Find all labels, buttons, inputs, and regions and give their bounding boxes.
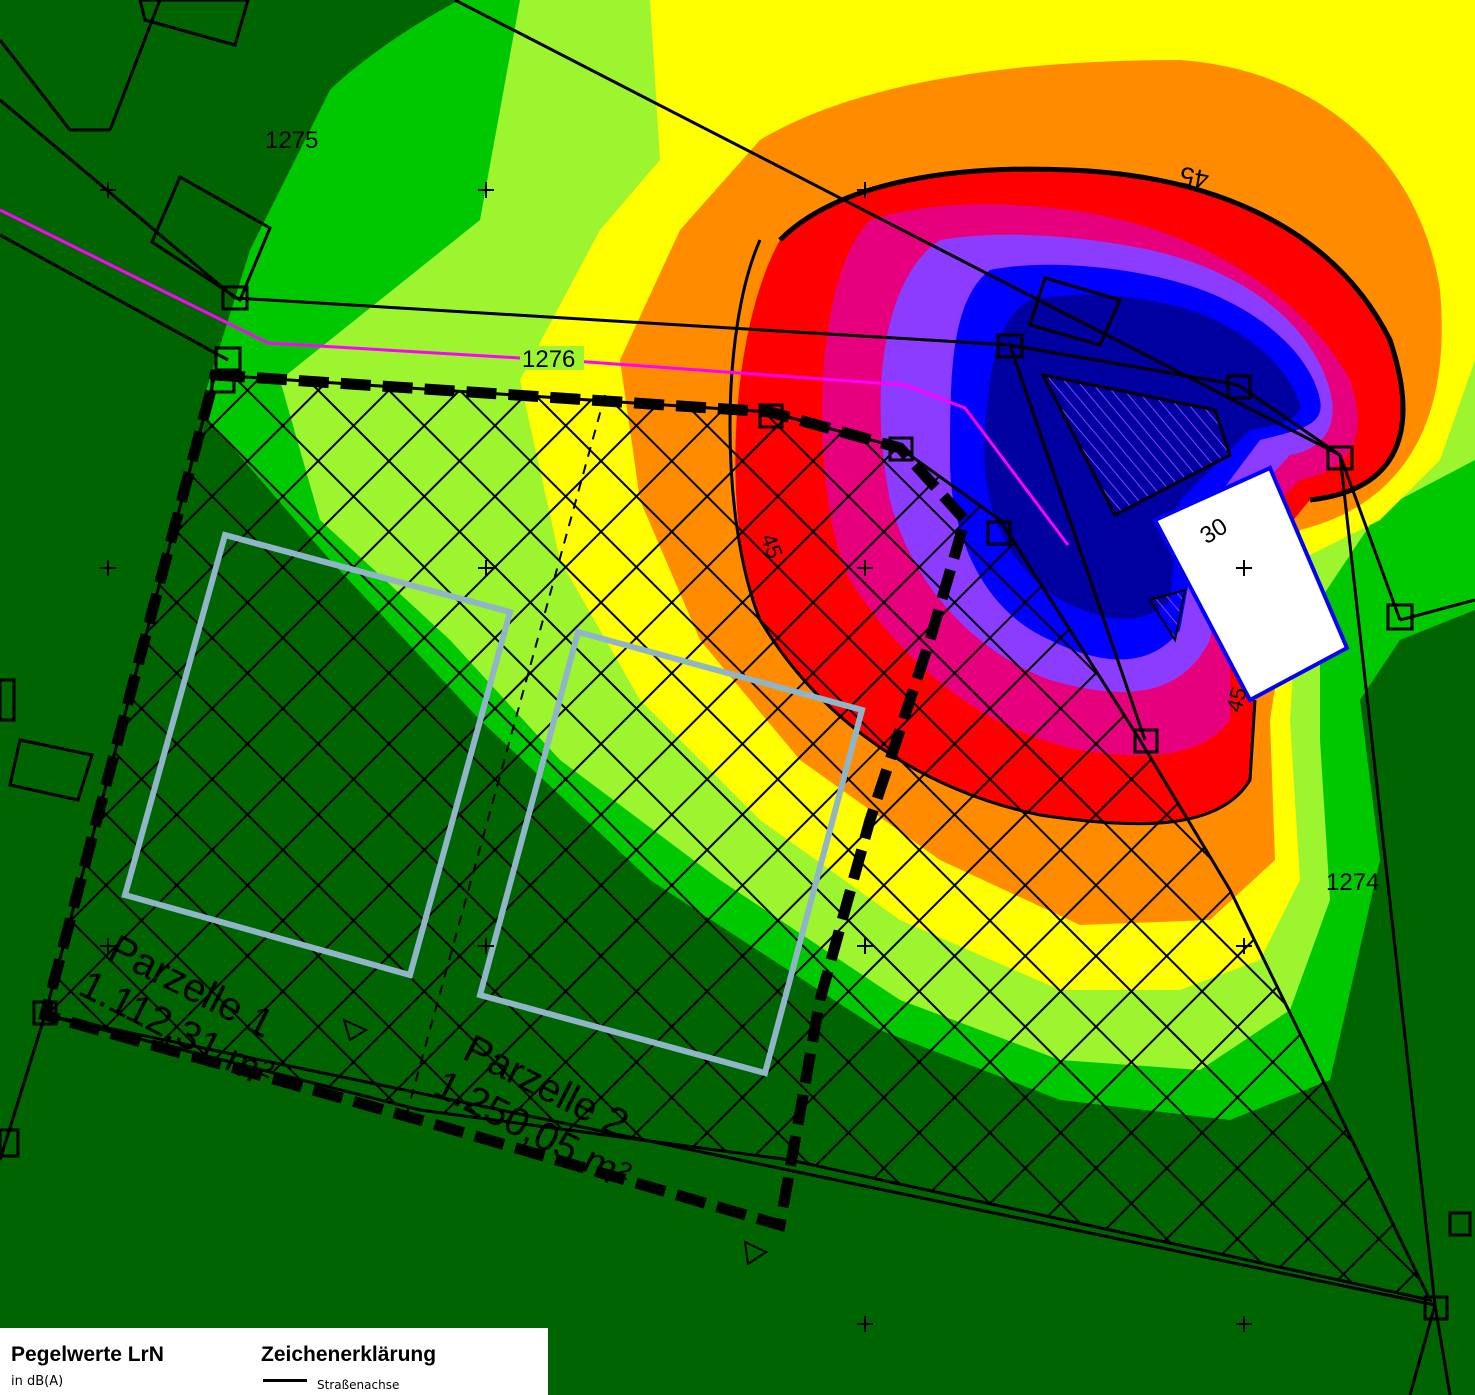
parcel-number-1276: 1276 [522,346,575,373]
grid-crosses [100,182,1252,1332]
building-white [1152,465,1350,703]
building-envelope-2 [476,628,866,1077]
parcel-number-1274: 1274 [1326,869,1379,896]
levels-title: Pegelwerte LrN [11,1343,164,1366]
levels-unit: in dB(A) [11,1374,64,1389]
road-axis-legend-item: Straßenachse [263,1378,399,1392]
key-title: Zeichenerklärung [261,1343,437,1366]
building-envelope-1 [121,531,514,979]
parcel-boundary [38,369,972,1232]
parcel-number-1275: 1275 [265,127,318,154]
legend-panel: Pegelwerte LrN in dB(A) Zeichenerklärung… [0,1328,548,1395]
road-axis-legend-label: Straßenachse [317,1378,400,1392]
contour-line-45 [778,166,1406,503]
parcel-number-1276-bg [520,346,584,370]
building-center-cross [1236,560,1252,576]
hatched-building [1040,372,1232,518]
road-axis [0,208,1070,546]
direction-marker [743,1240,769,1266]
contour-label: 45 [1177,161,1211,196]
direction-marker [342,1018,369,1042]
receiver-points [0,285,1472,1321]
hatched-building-small [1148,588,1187,643]
road-axis-legend-line [263,1379,307,1382]
